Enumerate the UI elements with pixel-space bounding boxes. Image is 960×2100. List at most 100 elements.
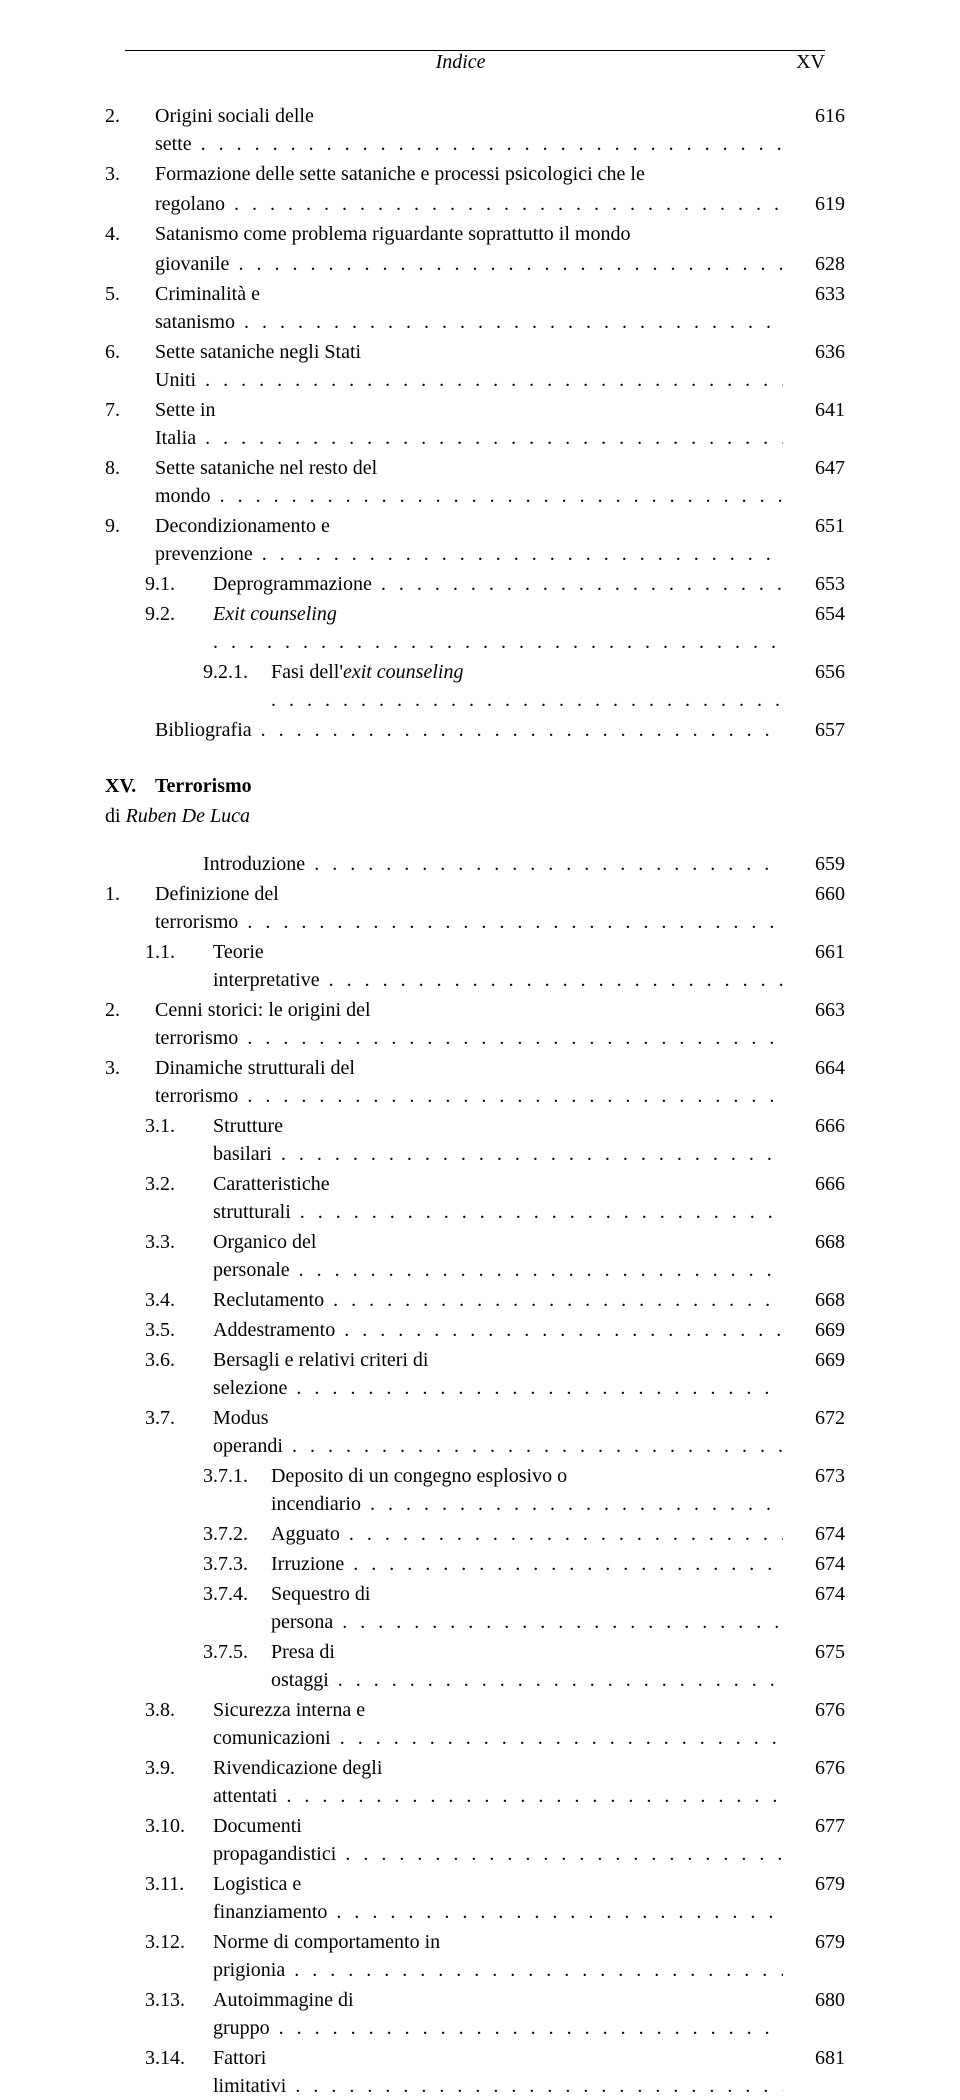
toc-row: 9.2.1.Fasi dell'exit counseling656 <box>105 658 845 714</box>
toc-page: 663 <box>783 996 845 1024</box>
toc-number: 3.9. <box>145 1754 213 1782</box>
toc-row: 3.7.3.Irruzione674 <box>105 1550 845 1578</box>
toc-row: 3.5.Addestramento669 <box>105 1316 845 1344</box>
toc-number: 1. <box>105 880 155 908</box>
toc-label: Caratteristiche strutturali <box>213 1170 783 1226</box>
header-title: Indice <box>125 51 796 74</box>
toc-row: 4.Satanismo come problema riguardante so… <box>105 220 845 248</box>
toc-page: 673 <box>783 1462 845 1490</box>
toc-page: 653 <box>783 570 845 598</box>
toc-label: Fattori limitativi <box>213 2044 783 2100</box>
toc-page: 674 <box>783 1520 845 1548</box>
toc-row: 3.4.Reclutamento668 <box>105 1286 845 1314</box>
toc-label: Norme di comportamento in prigionia <box>213 1928 783 1984</box>
chapter-title-row: XV. Terrorismo <box>105 772 845 800</box>
toc-page: 641 <box>783 396 845 424</box>
header-page-marker: XV <box>796 51 825 74</box>
toc-row: 3.1.Strutture basilari666 <box>105 1112 845 1168</box>
toc-page: 619 <box>783 190 845 218</box>
toc-page: 668 <box>783 1286 845 1314</box>
toc-number: 3.14. <box>145 2044 213 2072</box>
toc-page: 674 <box>783 1550 845 1578</box>
chapter-name: Terrorismo <box>155 772 252 800</box>
toc-row: 3.Formazione delle sette sataniche e pro… <box>105 160 845 188</box>
toc-page: 661 <box>783 938 845 966</box>
toc-page: 675 <box>783 1638 845 1666</box>
toc-page: 669 <box>783 1316 845 1344</box>
chapter-author-line: di Ruben De Luca <box>105 802 845 830</box>
toc-label: Fasi dell'exit counseling <box>271 658 783 714</box>
toc-label: Cenni storici: le origini del terrorismo <box>155 996 783 1052</box>
toc-number: 3.7.3. <box>203 1550 271 1578</box>
toc-page: 676 <box>783 1696 845 1724</box>
toc-number: 3.7.2. <box>203 1520 271 1548</box>
toc-number: 3. <box>105 1054 155 1082</box>
toc-label: Irruzione <box>271 1550 783 1578</box>
toc-row: 3.7.5.Presa di ostaggi675 <box>105 1638 845 1694</box>
header-rule: Indice XV <box>125 50 825 74</box>
toc-label: Reclutamento <box>213 1286 783 1314</box>
toc-row: 3.13.Autoimmagine di gruppo680 <box>105 1986 845 2042</box>
page-header: Indice XV <box>125 50 825 74</box>
toc-page: 666 <box>783 1112 845 1140</box>
toc-number: 3.3. <box>145 1228 213 1256</box>
toc-row: 3.12.Norme di comportamento in prigionia… <box>105 1928 845 1984</box>
toc-number: 9.2.1. <box>203 658 271 686</box>
toc-number: 3.10. <box>145 1812 213 1840</box>
toc-number: 2. <box>105 996 155 1024</box>
toc-number: 9.1. <box>145 570 213 598</box>
toc-label: Documenti propagandistici <box>213 1812 783 1868</box>
toc-label: Modus operandi <box>213 1404 783 1460</box>
toc-number: 5. <box>105 280 155 308</box>
toc-page: 674 <box>783 1580 845 1608</box>
toc-page: 636 <box>783 338 845 366</box>
toc-label: Organico del personale <box>213 1228 783 1284</box>
toc-row: 5.Criminalità e satanismo633 <box>105 280 845 336</box>
toc-row: 3.8.Sicurezza interna e comunicazioni676 <box>105 1696 845 1752</box>
toc-number: 8. <box>105 454 155 482</box>
toc-row: 3.7.2.Agguato674 <box>105 1520 845 1548</box>
toc-page: 651 <box>783 512 845 540</box>
toc-row: 1.1.Teorie interpretative661 <box>105 938 845 994</box>
toc-label: Exit counseling <box>213 600 783 656</box>
toc-label: Sette sataniche nel resto del mondo <box>155 454 783 510</box>
toc-number: 3.8. <box>145 1696 213 1724</box>
toc-number: 9.2. <box>145 600 213 628</box>
toc-label: Sequestro di persona <box>271 1580 783 1636</box>
toc-page: 668 <box>783 1228 845 1256</box>
toc-page: 633 <box>783 280 845 308</box>
toc-row: 2.Cenni storici: le origini del terroris… <box>105 996 845 1052</box>
toc-number: 3.1. <box>145 1112 213 1140</box>
toc-row: 3.Dinamiche strutturali del terrorismo66… <box>105 1054 845 1110</box>
toc-page: 664 <box>783 1054 845 1082</box>
toc-page: 628 <box>783 250 845 278</box>
toc-label: Criminalità e satanismo <box>155 280 783 336</box>
toc-number: 3.4. <box>145 1286 213 1314</box>
toc-number: 3.7.1. <box>203 1462 271 1490</box>
toc-number: 3. <box>105 160 155 188</box>
toc-label: Autoimmagine di gruppo <box>213 1986 783 2042</box>
toc-label: Definizione del terrorismo <box>155 880 783 936</box>
toc-label: Dinamiche strutturali del terrorismo <box>155 1054 783 1110</box>
toc-label: Teorie interpretative <box>213 938 783 994</box>
toc-label: Rivendicazione degli attentati <box>213 1754 783 1810</box>
toc-row: 3.7.4.Sequestro di persona674 <box>105 1580 845 1636</box>
toc-number: 1.1. <box>145 938 213 966</box>
toc-section-b: 1.Definizione del terrorismo6601.1.Teori… <box>105 880 845 2100</box>
toc-label: Sicurezza interna e comunicazioni <box>213 1696 783 1752</box>
toc-label: giovanile <box>155 250 783 278</box>
toc-row: 3.9.Rivendicazione degli attentati676 <box>105 1754 845 1810</box>
toc-label: Deposito di un congegno esplosivo o ince… <box>271 1462 783 1518</box>
toc-number: 3.5. <box>145 1316 213 1344</box>
toc-row: giovanile628 <box>105 250 845 278</box>
toc-label: Logistica e finanziamento <box>213 1870 783 1926</box>
toc-number: 3.12. <box>145 1928 213 1956</box>
toc-page: 669 <box>783 1346 845 1374</box>
toc-row: regolano619 <box>105 190 845 218</box>
page-container: Indice XV 2.Origini sociali delle sette6… <box>0 0 960 1359</box>
toc-page: 654 <box>783 600 845 628</box>
toc-label: regolano <box>155 190 783 218</box>
toc-page: 677 <box>783 1812 845 1840</box>
toc-page: 616 <box>783 102 845 130</box>
toc-number: 2. <box>105 102 155 130</box>
